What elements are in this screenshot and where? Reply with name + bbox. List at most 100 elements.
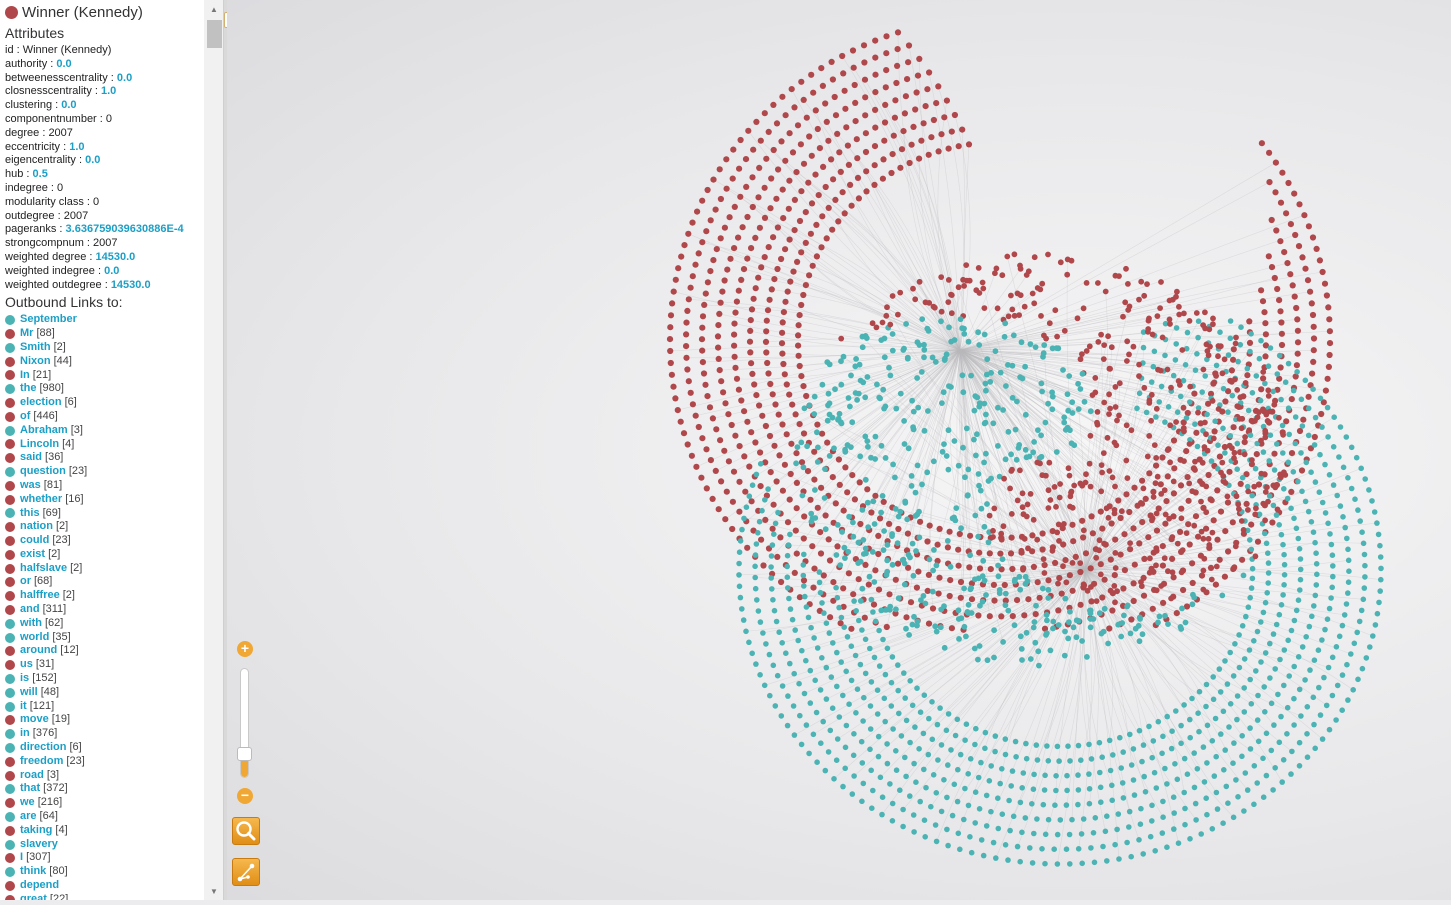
graph-node[interactable] bbox=[831, 776, 837, 782]
graph-node[interactable] bbox=[907, 793, 913, 799]
graph-node[interactable] bbox=[1008, 468, 1015, 474]
graph-node[interactable] bbox=[1240, 572, 1247, 579]
graph-node[interactable] bbox=[1117, 551, 1124, 558]
graph-node[interactable] bbox=[762, 516, 769, 524]
graph-node[interactable] bbox=[1161, 555, 1168, 562]
graph-node[interactable] bbox=[1354, 629, 1360, 636]
graph-node[interactable] bbox=[1082, 550, 1090, 557]
graph-node[interactable] bbox=[1260, 609, 1267, 616]
graph-node[interactable] bbox=[851, 731, 857, 737]
graph-node[interactable] bbox=[957, 846, 963, 853]
graph-node[interactable] bbox=[1056, 574, 1063, 582]
graph-node[interactable] bbox=[980, 557, 987, 564]
graph-node[interactable] bbox=[859, 507, 866, 513]
graph-node[interactable] bbox=[1249, 492, 1255, 499]
graph-node[interactable] bbox=[957, 751, 964, 758]
graph-node[interactable] bbox=[1262, 380, 1268, 387]
graph-node[interactable] bbox=[780, 309, 788, 316]
graph-node[interactable] bbox=[1223, 783, 1230, 790]
graph-node[interactable] bbox=[1220, 820, 1226, 826]
graph-node[interactable] bbox=[1037, 460, 1043, 467]
graph-node[interactable] bbox=[960, 444, 966, 451]
graph-node[interactable] bbox=[1017, 292, 1024, 299]
graph-node[interactable] bbox=[787, 531, 793, 538]
graph-node[interactable] bbox=[798, 301, 805, 309]
graph-node[interactable] bbox=[867, 746, 873, 753]
graph-node[interactable] bbox=[1262, 320, 1269, 327]
graph-node[interactable] bbox=[837, 562, 844, 568]
graph-node[interactable] bbox=[848, 677, 855, 684]
graph-node[interactable] bbox=[999, 766, 1005, 772]
graph-node[interactable] bbox=[739, 224, 746, 231]
graph-node[interactable] bbox=[1029, 532, 1036, 539]
graph-node[interactable] bbox=[1155, 619, 1161, 626]
graph-node[interactable] bbox=[1253, 373, 1260, 379]
graph-node[interactable] bbox=[747, 349, 754, 356]
graph-node[interactable] bbox=[1077, 480, 1084, 487]
graph-node[interactable] bbox=[917, 709, 924, 715]
graph-node[interactable] bbox=[890, 132, 897, 139]
graph-node[interactable] bbox=[1233, 493, 1240, 500]
graph-node[interactable] bbox=[893, 767, 900, 773]
graph-node[interactable] bbox=[811, 476, 818, 483]
graph-node[interactable] bbox=[1315, 647, 1322, 653]
graph-node[interactable] bbox=[1009, 394, 1016, 401]
graph-node[interactable] bbox=[1230, 760, 1236, 766]
graph-node[interactable] bbox=[677, 418, 684, 425]
graph-node[interactable] bbox=[1265, 580, 1271, 586]
graph-node[interactable] bbox=[1243, 471, 1250, 478]
graph-node[interactable] bbox=[1022, 411, 1029, 418]
graph-node[interactable] bbox=[1210, 321, 1216, 328]
graph-node[interactable] bbox=[926, 522, 933, 529]
graph-node[interactable] bbox=[935, 148, 942, 155]
graph-node[interactable] bbox=[826, 453, 833, 459]
graph-node[interactable] bbox=[1055, 607, 1062, 614]
graph-node[interactable] bbox=[1238, 425, 1245, 432]
graph-node[interactable] bbox=[916, 508, 922, 515]
graph-node[interactable] bbox=[848, 643, 855, 649]
graph-node[interactable] bbox=[1251, 801, 1257, 808]
graph-node[interactable] bbox=[1248, 701, 1255, 707]
graph-node[interactable] bbox=[1104, 858, 1110, 864]
graph-node[interactable] bbox=[865, 443, 871, 450]
graph-node[interactable] bbox=[830, 640, 836, 646]
graph-node[interactable] bbox=[755, 608, 762, 614]
graph-node[interactable] bbox=[1126, 824, 1132, 830]
graph-node[interactable] bbox=[806, 133, 813, 140]
graph-node[interactable] bbox=[1276, 375, 1283, 382]
graph-node[interactable] bbox=[1011, 312, 1018, 319]
graph-node[interactable] bbox=[923, 784, 929, 791]
graph-node[interactable] bbox=[1107, 767, 1114, 774]
graph-node[interactable] bbox=[1124, 358, 1130, 364]
graph-node[interactable] bbox=[1262, 434, 1269, 441]
graph-node[interactable] bbox=[766, 651, 773, 658]
graph-node[interactable] bbox=[763, 349, 770, 356]
graph-node[interactable] bbox=[1343, 434, 1350, 440]
graph-node[interactable] bbox=[957, 316, 964, 323]
graph-node[interactable] bbox=[756, 164, 763, 171]
graph-node[interactable] bbox=[1340, 464, 1347, 471]
graph-node[interactable] bbox=[770, 146, 777, 154]
graph-node[interactable] bbox=[887, 781, 893, 787]
graph-node[interactable] bbox=[1292, 440, 1299, 447]
graph-node[interactable] bbox=[1062, 628, 1068, 635]
graph-node[interactable] bbox=[951, 438, 958, 444]
graph-node[interactable] bbox=[1248, 521, 1255, 528]
graph-node[interactable] bbox=[709, 495, 716, 502]
graph-node[interactable] bbox=[1083, 280, 1090, 286]
graph-node[interactable] bbox=[1246, 647, 1253, 653]
graph-node[interactable] bbox=[1134, 405, 1140, 412]
outbound-link-item[interactable]: exist [2] bbox=[5, 548, 204, 562]
graph-node[interactable] bbox=[1318, 410, 1325, 418]
graph-node[interactable] bbox=[1263, 772, 1270, 779]
graph-node[interactable] bbox=[694, 208, 701, 215]
graph-node[interactable] bbox=[889, 654, 896, 660]
graph-node[interactable] bbox=[1304, 277, 1312, 284]
graph-node[interactable] bbox=[1254, 717, 1261, 723]
graph-node[interactable] bbox=[755, 274, 762, 281]
graph-node[interactable] bbox=[800, 383, 807, 390]
graph-node[interactable] bbox=[1244, 483, 1251, 490]
graph-node[interactable] bbox=[1040, 556, 1047, 562]
graph-node[interactable] bbox=[699, 359, 706, 366]
graph-node[interactable] bbox=[1022, 581, 1029, 587]
